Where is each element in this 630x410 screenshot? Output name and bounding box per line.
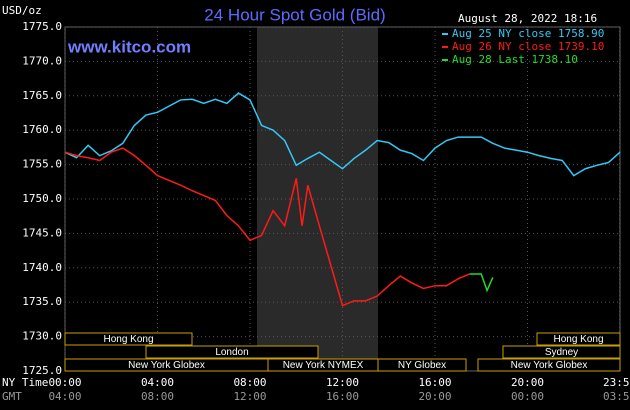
- session-box: [477, 358, 621, 372]
- x-tick-label: 16:00: [418, 376, 451, 389]
- session-label: New York Globex: [128, 360, 205, 371]
- site: www.kitco.com: [67, 37, 191, 56]
- x-tick-label-gmt: 12:00: [233, 390, 266, 403]
- session-label: New York NYMEX: [283, 360, 364, 371]
- y-tick-label: 1725.0: [22, 364, 62, 377]
- y-tick-label: 1730.0: [22, 330, 62, 343]
- timestamp: August 28, 2022 18:16: [458, 12, 597, 25]
- x-tick-label: 08:00: [233, 376, 266, 389]
- x-tick-label: 20:00: [511, 376, 544, 389]
- y-axis-label: USD/oz: [2, 4, 42, 17]
- session-box: [536, 332, 621, 346]
- session-label: Sydney: [545, 347, 578, 358]
- session-label: London: [215, 347, 248, 358]
- y-tick-label: 1755.0: [22, 158, 62, 171]
- session-label: New York Globex: [511, 360, 588, 371]
- series-line: [469, 273, 494, 293]
- legend-label: Aug 26 NY close 1739.10: [452, 40, 604, 53]
- x-tick-label-gmt: 20:00: [418, 390, 451, 403]
- legend-label: Aug 28 Last 1738.10: [452, 53, 578, 66]
- session-box: [377, 358, 467, 372]
- chart-title: 24 Hour Spot Gold (Bid): [204, 5, 385, 24]
- y-tick-label: 1735.0: [22, 295, 62, 308]
- y-tick-label: 1770.0: [22, 54, 62, 67]
- x-tick-label: 04:00: [141, 376, 174, 389]
- y-tick-label: 1775.0: [22, 20, 62, 33]
- legend-label: Aug 25 NY close 1758.90: [452, 27, 604, 40]
- session-box: [502, 345, 621, 359]
- session-label: Hong Kong: [103, 334, 153, 345]
- session-label: NY Globex: [398, 360, 446, 371]
- series-line: [64, 147, 470, 307]
- x-tick-label: 23:59: [603, 376, 630, 389]
- y-tick-label: 1745.0: [22, 226, 62, 239]
- x-tick-label-gmt: 08:00: [141, 390, 174, 403]
- series-line: [64, 92, 621, 177]
- y-tick-label: 1740.0: [22, 261, 62, 274]
- x-tick-label: 00:00: [48, 376, 81, 389]
- y-tick-label: 1760.0: [22, 123, 62, 136]
- x-axis-label: NY Time: [2, 376, 48, 389]
- x-tick-label: 12:00: [326, 376, 359, 389]
- session-box: [145, 345, 319, 359]
- x-tick-label-gmt: 04:00: [48, 390, 81, 403]
- x-tick-label-gmt: 16:00: [326, 390, 359, 403]
- x-axis-label-gmt: GMT: [2, 390, 22, 403]
- y-tick-label: 1750.0: [22, 192, 62, 205]
- session-box: [64, 332, 193, 346]
- y-tick-label: 1765.0: [22, 89, 62, 102]
- x-tick-label-gmt: 00:00: [511, 390, 544, 403]
- session-label: Hong Kong: [553, 334, 603, 345]
- x-tick-label-gmt: 03:59: [603, 390, 630, 403]
